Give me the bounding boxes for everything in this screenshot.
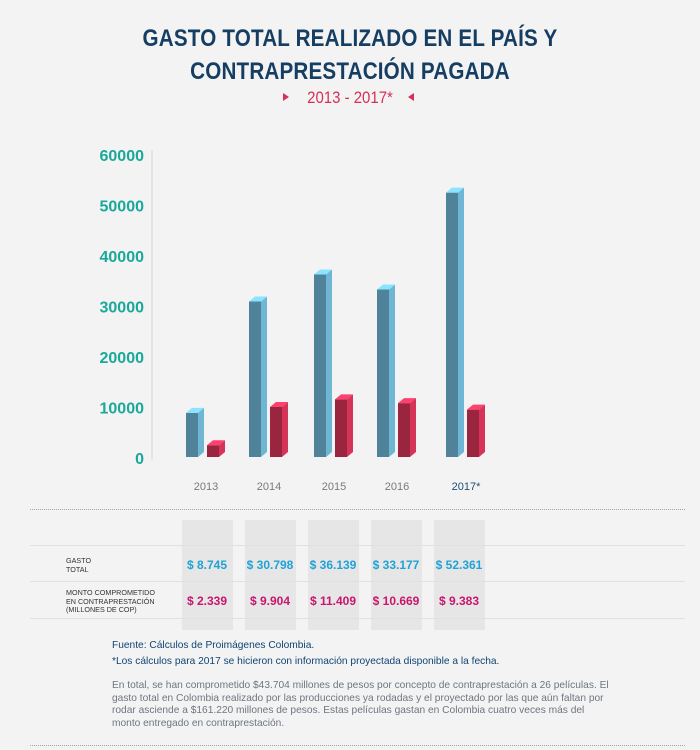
- column-bg-2016: [371, 520, 422, 630]
- bar-gasto-2-side: [326, 269, 332, 457]
- table-line-1: [30, 545, 685, 546]
- column-bg-2014: [245, 520, 296, 630]
- column-bg-2017: [434, 520, 485, 630]
- source-note: Fuente: Cálculos de Proimágenes Colombia…: [112, 640, 314, 651]
- y-tick-label: 40000: [100, 249, 145, 266]
- x-tick-label: 2016: [385, 481, 409, 493]
- bar-monto-4-side: [479, 404, 485, 457]
- y-tick-label: 50000: [100, 199, 145, 216]
- monto-2015: $ 11.409: [309, 594, 357, 608]
- gasto-2013: $ 8.745: [186, 558, 228, 572]
- column-bg-2013: [182, 520, 233, 630]
- bar-monto-1-top: [270, 401, 288, 407]
- y-tick-label: 30000: [100, 300, 145, 317]
- monto-2016: $ 10.669: [372, 594, 420, 608]
- y-tick-label: 60000: [100, 148, 145, 165]
- divider-bottom: [30, 745, 685, 746]
- row-label-gasto-line: GASTO: [66, 556, 92, 565]
- x-tick-label: 2013: [194, 481, 218, 493]
- row-label-gasto: GASTO TOTAL: [66, 556, 92, 574]
- bar-gasto-0-side: [198, 407, 204, 457]
- title-line-1: GASTO TOTAL REALIZADO EN EL PAÍS Y: [142, 25, 558, 52]
- bar-monto-4-front: [467, 409, 479, 457]
- bar-monto-0-side: [219, 440, 225, 457]
- bar-monto-2-front: [335, 399, 347, 457]
- bar-monto-3-side: [410, 398, 416, 457]
- summary-paragraph: En total, se han comprometido $43.704 mi…: [112, 680, 609, 729]
- gasto-2015: $ 36.139: [309, 558, 357, 572]
- monto-2017: $ 9.383: [438, 594, 480, 608]
- monto-2013: $ 2.339: [186, 594, 228, 608]
- bar-monto-2-top: [335, 394, 353, 400]
- y-tick-label: 20000: [100, 350, 145, 367]
- divider-top: [30, 509, 685, 510]
- y-tick-label: 10000: [100, 401, 145, 418]
- table-line-3: [30, 618, 685, 619]
- chart-title: GASTO TOTAL REALIZADO EN EL PAÍS Y CONTR…: [49, 22, 651, 88]
- bar-gasto-2-front: [314, 274, 326, 457]
- x-tick-label: 2015: [322, 481, 346, 493]
- bar-monto-0-top: [207, 440, 225, 446]
- bar-gasto-4-front: [446, 192, 458, 457]
- row-label-monto-line: EN CONTRAPRESTACIÓN: [66, 596, 155, 606]
- bar-gasto-1-side: [261, 296, 267, 457]
- bar-gasto-3-side: [389, 284, 395, 457]
- row-label-monto: MONTO COMPROMETIDO EN CONTRAPRESTACIÓN (MI…: [66, 588, 155, 615]
- bar-monto-4-top: [467, 404, 485, 410]
- bar-gasto-4-top: [446, 187, 464, 193]
- bar-monto-3-front: [398, 403, 410, 457]
- triangle-left-icon: [408, 93, 414, 101]
- chart-subtitle: 2013 - 2017*: [307, 88, 393, 107]
- bar-gasto-2-top: [314, 269, 332, 275]
- bar-monto-1-front: [270, 406, 282, 457]
- bar-monto-2-side: [347, 394, 353, 457]
- row-label-gasto-line: TOTAL: [66, 564, 89, 574]
- gasto-2014: $ 30.798: [246, 558, 294, 572]
- bar-monto-1-side: [282, 401, 288, 457]
- source-label: Fuente:: [112, 640, 147, 651]
- title-line-2: CONTRAPRESTACIÓN PAGADA: [190, 58, 510, 85]
- bar-gasto-3-front: [377, 289, 389, 457]
- bar-gasto-0-front: [186, 412, 198, 457]
- y-tick-label: 0: [135, 451, 144, 468]
- bar-gasto-3-top: [377, 284, 395, 290]
- triangle-right-icon: [283, 93, 289, 101]
- bar-monto-3-top: [398, 398, 416, 404]
- gasto-2017: $ 52.361: [435, 558, 483, 572]
- bar-gasto-1-top: [249, 296, 267, 302]
- bar-gasto-0-top: [186, 407, 204, 413]
- table-line-2: [30, 581, 685, 582]
- column-bg-2015: [308, 520, 359, 630]
- bar-chart: 0 10000 20000 30000 40000 50000 60000 2013 2014 2…: [100, 148, 485, 493]
- bar-monto-0-front: [207, 445, 219, 457]
- bar-gasto-4-side: [458, 187, 464, 457]
- row-label-monto-line: (MILLONES DE COP): [66, 605, 137, 614]
- x-tick-label: 2017*: [452, 481, 481, 493]
- source-text: Cálculos de Proimágenes Colombia.: [149, 640, 315, 651]
- projection-note: *Los cálculos para 2017 se hicieron con …: [112, 656, 500, 667]
- row-label-monto-line: MONTO COMPROMETIDO: [66, 588, 155, 597]
- x-tick-label: 2014: [257, 481, 281, 493]
- gasto-2016: $ 33.177: [372, 558, 420, 572]
- monto-2014: $ 9.904: [249, 594, 291, 608]
- bar-gasto-1-front: [249, 301, 261, 457]
